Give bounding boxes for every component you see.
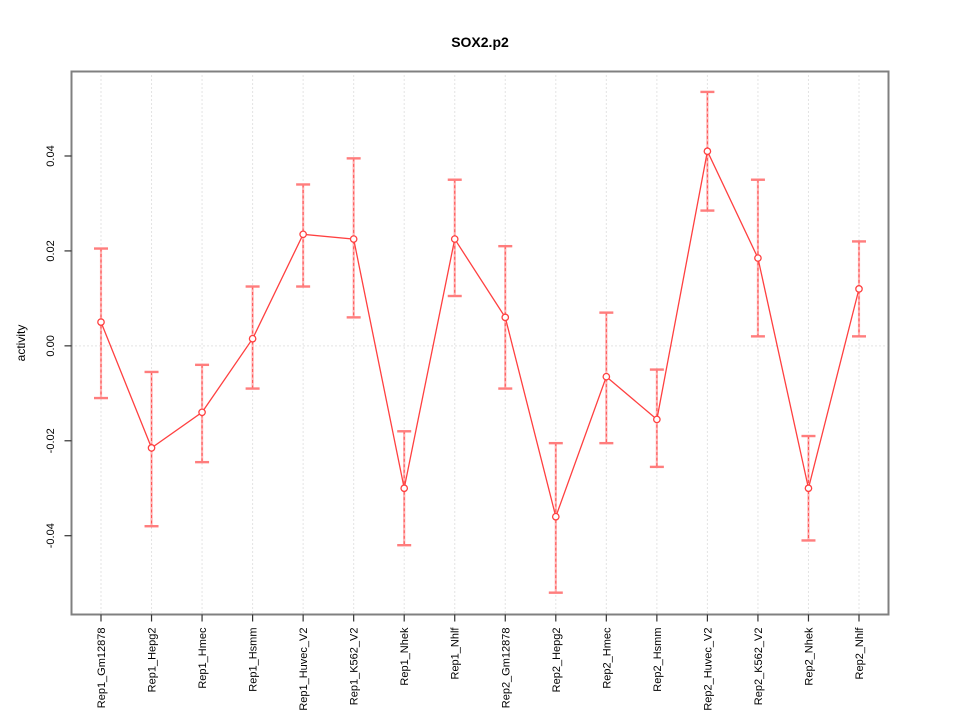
- x-tick-label: Rep2_Huvec_V2: [702, 628, 714, 711]
- data-point: [501, 313, 510, 322]
- x-tick-label: Rep2_Nhek: [803, 627, 815, 686]
- x-tick-label: Rep1_Hepg2: [147, 628, 159, 693]
- x-tick-label: Rep2_Nhlf: [854, 627, 866, 680]
- x-tick-label: Rep2_Hepg2: [551, 628, 563, 693]
- data-point: [754, 254, 762, 262]
- x-tick-label: Rep1_Gm12878: [96, 628, 108, 709]
- x-tick-label: Rep2_Hsmm: [652, 628, 664, 692]
- data-point: [299, 230, 307, 239]
- data-point: [400, 484, 409, 493]
- plot-area: -0.04 -0.02 0.00 0.02 0.04 Rep1_Gm12878 Rep1_H…: [45, 70, 890, 711]
- plot-border: [70, 70, 890, 616]
- x-tick-label: Rep1_Nhek: [399, 627, 411, 686]
- data-point: [804, 484, 813, 493]
- data-point: [703, 147, 712, 156]
- data-point: [198, 408, 206, 417]
- x-tick-label: Rep1_Nhlf: [450, 627, 462, 680]
- data-point: [653, 415, 661, 424]
- data-point: [147, 444, 156, 452]
- data-point: [855, 285, 863, 293]
- y-tick-label: -0.02: [45, 428, 57, 453]
- chart-title: SOX2.p2: [451, 34, 509, 50]
- data-point: [551, 512, 560, 521]
- x-tick-label: Rep2_Gm12878: [500, 628, 512, 709]
- x-tick-label: Rep2_K562_V2: [753, 628, 765, 706]
- data-point: [248, 334, 257, 343]
- y-axis-label: activity: [14, 325, 28, 362]
- x-tick-label: Rep1_K562_V2: [349, 628, 361, 706]
- x-tick-label: Rep1_Hsmm: [248, 628, 260, 692]
- data-point: [602, 372, 611, 381]
- series-line: [100, 149, 860, 519]
- data-point: [97, 318, 105, 326]
- y-tick-label: 0.00: [45, 335, 57, 356]
- y-tick-label: 0.02: [45, 240, 57, 261]
- x-tick-label: Rep1_Hmec: [197, 627, 209, 689]
- y-tick-label: -0.04: [45, 523, 57, 548]
- x-tick-label: Rep1_Huvec_V2: [298, 628, 310, 711]
- data-point: [450, 235, 459, 243]
- data-point: [349, 235, 358, 243]
- y-tick-label: 0.04: [45, 145, 57, 166]
- x-tick-label: Rep2_Hmec: [601, 627, 613, 689]
